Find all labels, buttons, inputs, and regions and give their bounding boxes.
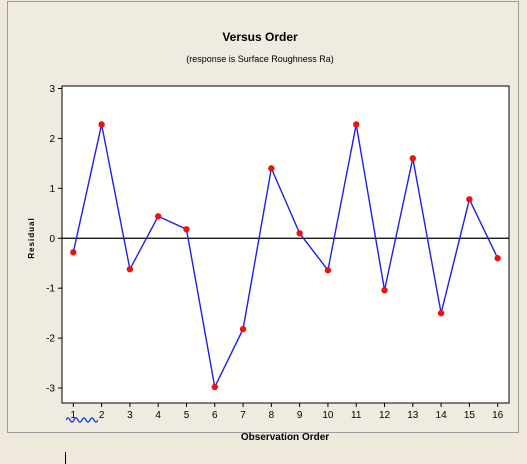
residual-point: [437, 309, 445, 317]
residual-point: [126, 266, 134, 273]
x-tick-label: 5: [184, 410, 190, 421]
y-tick-label: 2: [49, 134, 55, 145]
y-tick-label: 0: [49, 234, 55, 245]
x-tick-label: 16: [492, 410, 504, 421]
residual-point: [466, 196, 473, 203]
residual-point: [324, 267, 332, 274]
residual-point: [98, 121, 105, 128]
residual-point: [183, 226, 190, 233]
x-tick-label: 4: [155, 410, 161, 421]
x-tick-label: 3: [127, 410, 133, 421]
x-tick-label: 2: [99, 410, 105, 421]
x-tick-label: 6: [212, 410, 218, 421]
x-axis-label: Observation Order: [241, 432, 329, 443]
x-tick-label: 13: [407, 410, 419, 421]
x-tick-label: 15: [464, 410, 476, 421]
x-tick-label: 14: [436, 410, 448, 421]
residual-points: [70, 121, 501, 391]
x-tick-label: 7: [240, 410, 246, 421]
residual-point: [296, 230, 303, 237]
residual-point: [409, 155, 417, 162]
residual-point: [494, 255, 501, 262]
x-tick-label: 11: [351, 410, 362, 421]
residual-point: [70, 249, 77, 256]
plot-area: [61, 85, 510, 404]
x-tick-label: 12: [379, 410, 391, 421]
x-tick-label: 1: [71, 410, 77, 421]
y-tick-label: -3: [46, 384, 55, 395]
y-axis-ticks: -3 -2 -1 0 1 2 3: [46, 84, 62, 395]
spellcheck-underline: [66, 417, 98, 423]
x-tick-label: 9: [297, 410, 303, 421]
x-axis-ticks: 1 2 3 4 5 6 7 8 9 10 11 12 13 14 15 16: [71, 403, 504, 421]
chart-subtitle: (response is Surface Roughness Ra): [186, 54, 334, 64]
y-tick-label: 1: [49, 184, 55, 195]
residual-point: [154, 213, 162, 220]
x-tick-label: 10: [322, 410, 334, 421]
residual-point: [268, 165, 275, 172]
y-tick-label: 3: [49, 84, 55, 95]
chart-title: Versus Order: [222, 30, 298, 44]
x-tick-label: 8: [269, 410, 275, 421]
residual-point: [211, 383, 218, 391]
residual-point: [239, 325, 247, 333]
residual-point: [353, 121, 360, 128]
y-tick-label: -1: [46, 284, 55, 295]
y-axis-label: Residual: [27, 217, 36, 258]
residual-series-line: [72, 124, 499, 390]
residual-point: [381, 286, 388, 294]
y-tick-label: -2: [46, 334, 55, 345]
text-cursor: [65, 452, 66, 464]
